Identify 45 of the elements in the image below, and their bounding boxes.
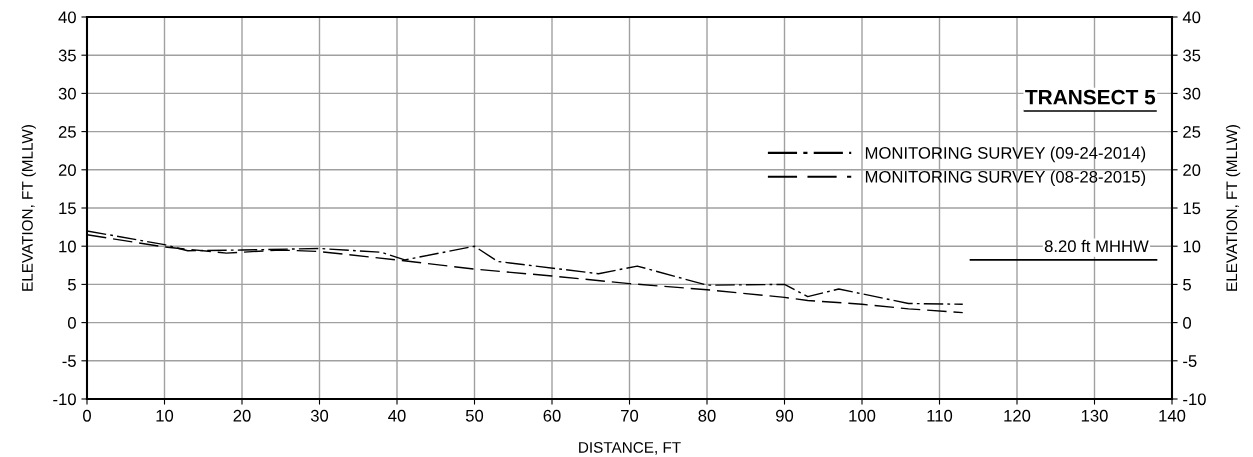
y2-tick-label: 10 bbox=[1183, 240, 1201, 253]
text: TRANSECT 5 bbox=[1025, 89, 1156, 105]
legend-label: MONITORING SURVEY (09-24-2014) bbox=[865, 146, 1146, 163]
y2-tick-label: 35 bbox=[1183, 49, 1201, 62]
y-tick-label: -10 bbox=[53, 393, 76, 406]
x-tick-label: 140 bbox=[1159, 409, 1186, 422]
y2-tick-label: 20 bbox=[1183, 164, 1201, 176]
ref-line-label: 8.20 ft MHHW bbox=[1044, 239, 1149, 253]
y-tick-label: 30 bbox=[58, 87, 76, 100]
x-tick-label: 120 bbox=[1004, 409, 1031, 422]
y-tick-label: -5 bbox=[62, 355, 76, 367]
x-tick-label: 60 bbox=[543, 409, 561, 422]
x-tick-label: 50 bbox=[465, 409, 484, 422]
y-tick-label: 25 bbox=[58, 126, 76, 138]
legend-label: MONITORING SURVEY (08-28-2015) bbox=[865, 170, 1146, 186]
x-tick-label: 10 bbox=[156, 409, 174, 422]
y-tick-label: 20 bbox=[58, 164, 76, 176]
y2-tick-label: -10 bbox=[1183, 393, 1206, 406]
y-tick-label: 15 bbox=[59, 202, 76, 215]
y2-tick-label: 15 bbox=[1183, 202, 1201, 215]
y-tick-label: 0 bbox=[67, 317, 76, 329]
x-tick-label: 20 bbox=[233, 409, 251, 422]
y-tick-label: 35 bbox=[58, 49, 76, 62]
x-tick-label: 90 bbox=[776, 409, 794, 422]
y2-axis-title: ELEVATION, FT (MLLW) bbox=[1225, 125, 1241, 291]
x-tick-label: 0 bbox=[83, 409, 91, 422]
x-tick-label: 100 bbox=[849, 409, 876, 422]
x-tick-label: 130 bbox=[1081, 409, 1108, 422]
y2-tick-label: 5 bbox=[1183, 278, 1191, 291]
x-tick-label: 70 bbox=[621, 409, 639, 422]
x-tick-label: 30 bbox=[310, 409, 329, 422]
x-tick-label: 80 bbox=[698, 409, 716, 422]
y2-tick-label: 40 bbox=[1182, 11, 1201, 24]
line-series bbox=[87, 234, 964, 314]
y2-tick-label: -5 bbox=[1183, 355, 1197, 367]
y2-tick-label: 0 bbox=[1183, 317, 1192, 329]
x-axis-title: DISTANCE, FT bbox=[579, 442, 681, 455]
y-tick-label: 40 bbox=[58, 11, 76, 24]
y-tick-label: 10 bbox=[59, 240, 76, 253]
y-axis-title: ELEVATION, FT (MLLW) bbox=[21, 125, 36, 291]
x-tick-label: 110 bbox=[927, 409, 953, 422]
x-tick-label: 40 bbox=[388, 409, 406, 422]
y-tick-label: 5 bbox=[67, 278, 76, 291]
y2-tick-label: 30 bbox=[1183, 87, 1201, 100]
y2-tick-label: 25 bbox=[1183, 126, 1201, 138]
